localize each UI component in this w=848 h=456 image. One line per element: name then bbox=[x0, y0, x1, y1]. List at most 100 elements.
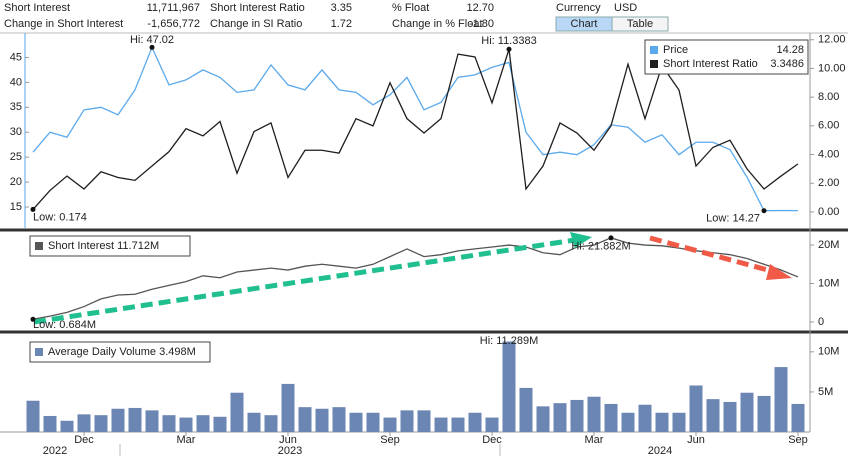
bar bbox=[655, 412, 669, 432]
y-tick-label: 10.00 bbox=[818, 62, 846, 74]
bar bbox=[604, 403, 618, 432]
bar bbox=[26, 400, 40, 432]
bar bbox=[77, 414, 91, 432]
bar bbox=[60, 420, 74, 432]
bar bbox=[791, 403, 805, 432]
extreme-point bbox=[30, 316, 36, 322]
bar bbox=[213, 416, 227, 432]
legend-name: Short Interest bbox=[48, 240, 114, 252]
legend-label: Short Interest 11.712M bbox=[48, 240, 159, 252]
annotation: Low: 0.684M bbox=[33, 319, 96, 331]
extreme-point bbox=[506, 46, 512, 52]
y-tick-label: 0 bbox=[818, 316, 824, 328]
legend-swatch bbox=[650, 60, 658, 68]
y-tick-label: 15 bbox=[10, 201, 22, 213]
stat-label: % Float bbox=[392, 2, 429, 14]
stat-label: Change in SI Ratio bbox=[210, 18, 302, 30]
bar bbox=[281, 383, 295, 432]
bar bbox=[672, 412, 686, 432]
bar bbox=[502, 341, 516, 432]
bar bbox=[757, 395, 771, 432]
stat-value: -1.80 bbox=[469, 18, 494, 30]
bar bbox=[621, 412, 635, 432]
x-tick-label: Mar bbox=[585, 434, 604, 446]
stat-label: Short Interest bbox=[4, 2, 70, 14]
legend-value: 3.498M bbox=[159, 346, 196, 358]
y-tick-label: 10M bbox=[818, 277, 839, 289]
annotation: Low: 14.27 bbox=[706, 213, 760, 225]
bar bbox=[298, 407, 312, 432]
stat-value: 12.70 bbox=[466, 2, 494, 14]
stat-value: 1.72 bbox=[331, 18, 352, 30]
bar bbox=[383, 417, 397, 432]
y-tick-label: 25 bbox=[10, 151, 22, 163]
legend-swatch bbox=[35, 348, 43, 356]
bar bbox=[451, 417, 465, 432]
y-tick-label: 2.00 bbox=[818, 177, 839, 189]
arrowhead bbox=[766, 264, 792, 280]
bar bbox=[485, 417, 499, 432]
bar bbox=[179, 417, 193, 432]
bar bbox=[43, 415, 57, 432]
annotation: Hi: 21.882M bbox=[571, 241, 630, 253]
bar bbox=[587, 396, 601, 432]
tab-label[interactable]: Table bbox=[627, 18, 653, 30]
bar bbox=[111, 408, 125, 432]
x-tick-label: Jun bbox=[279, 434, 297, 446]
legend-value: 11.712M bbox=[117, 240, 159, 252]
bar bbox=[400, 410, 414, 432]
legend-box bbox=[29, 235, 191, 257]
legend-box bbox=[644, 39, 809, 75]
y-tick-label: 40 bbox=[10, 76, 22, 88]
y-tick-label: 20 bbox=[10, 176, 22, 188]
bar bbox=[638, 404, 652, 432]
extreme-point bbox=[761, 208, 767, 214]
y-tick-label: 5M bbox=[818, 386, 833, 398]
x-year-label: 2023 bbox=[278, 445, 302, 456]
bar bbox=[230, 392, 244, 432]
trend-arrow-down bbox=[649, 235, 776, 275]
bar bbox=[774, 367, 788, 432]
series-line bbox=[32, 45, 799, 212]
bar bbox=[723, 401, 737, 432]
bar bbox=[247, 412, 261, 432]
y-tick-label: 12.00 bbox=[818, 34, 846, 46]
stat-value: -1,656,772 bbox=[147, 18, 200, 30]
y-tick-label: 10M bbox=[818, 346, 839, 358]
annotation: Low: 0.174 bbox=[33, 211, 87, 223]
stat-label: Currency bbox=[556, 2, 601, 14]
annotation: Hi: 11.3383 bbox=[481, 35, 536, 47]
extreme-point bbox=[30, 206, 36, 212]
series-line bbox=[32, 237, 799, 320]
bar bbox=[128, 407, 142, 432]
trend-arrow-up bbox=[33, 237, 576, 325]
x-tick-label: Sep bbox=[380, 434, 400, 446]
y-tick-label: 8.00 bbox=[818, 91, 839, 103]
stat-label: Short Interest Ratio bbox=[210, 2, 305, 14]
legend-swatch bbox=[35, 242, 43, 250]
bar bbox=[689, 385, 703, 432]
stat-label: Change in Short Interest bbox=[4, 18, 123, 30]
stat-value: 11,711,967 bbox=[147, 2, 200, 14]
legend-label: Price bbox=[663, 44, 688, 56]
tab[interactable] bbox=[611, 16, 669, 32]
bar bbox=[315, 408, 329, 432]
y-tick-label: 6.00 bbox=[818, 120, 839, 132]
annotation: Hi: 11.289M bbox=[480, 335, 539, 347]
legend-value: 3.3486 bbox=[770, 58, 804, 70]
annotation: Hi: 47.02 bbox=[130, 34, 174, 46]
bar bbox=[264, 415, 278, 432]
series-line bbox=[32, 49, 799, 210]
bar bbox=[145, 410, 159, 432]
arrowhead bbox=[570, 232, 592, 248]
bar bbox=[706, 399, 720, 432]
bar bbox=[434, 417, 448, 432]
legend-box bbox=[29, 341, 211, 363]
bar bbox=[332, 407, 346, 432]
bar bbox=[366, 412, 380, 432]
stat-label: Change in % Float bbox=[392, 18, 483, 30]
tab-label[interactable]: Chart bbox=[571, 18, 598, 30]
bar bbox=[536, 406, 550, 432]
y-tick-label: 20M bbox=[818, 239, 839, 251]
bar bbox=[417, 410, 431, 432]
